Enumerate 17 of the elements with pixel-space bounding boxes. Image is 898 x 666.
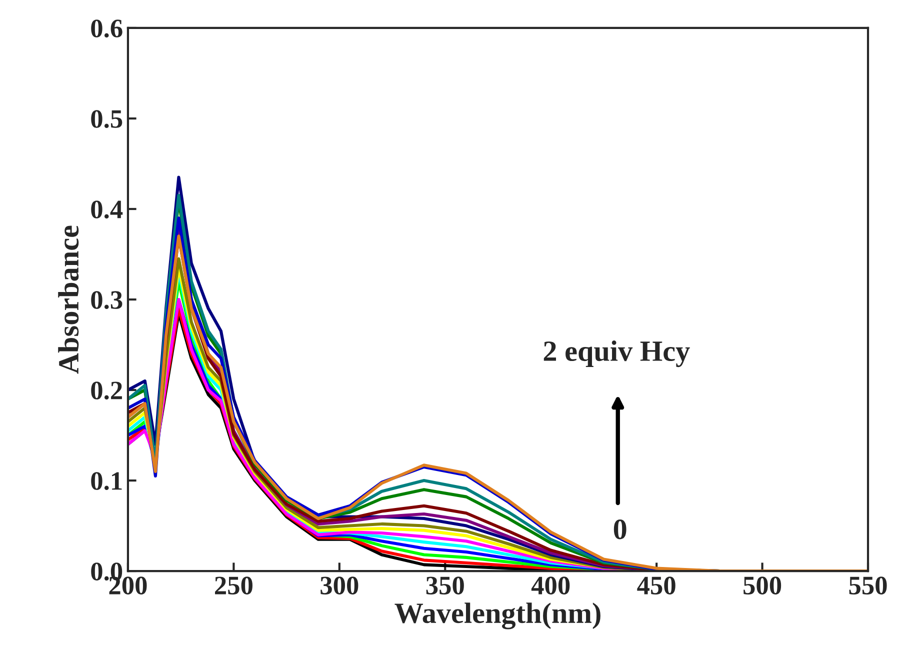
annotation: 0 (614, 520, 626, 540)
x-tick-label: 450 (637, 576, 676, 594)
x-tick-label: 250 (215, 576, 252, 594)
x-tick-label: 350 (426, 576, 464, 594)
x-tick-label: 500 (744, 576, 782, 594)
x-tick-label: 300 (320, 576, 358, 594)
y-tick-label: 0.6 (91, 20, 122, 38)
annotation: 2 equiv Hcy (544, 340, 690, 368)
y-tick-label: 0.5 (91, 110, 122, 128)
x-tick-label: 550 (849, 576, 887, 594)
y-tick-label: 0.1 (91, 472, 122, 490)
y-axis-title: Absorbance (58, 226, 79, 374)
y-tick-label: 0.4 (91, 200, 123, 219)
y-tick-label: 0.2 (91, 382, 122, 400)
y-tick-label: 0.3 (91, 291, 122, 310)
x-tick-label: 400 (531, 576, 570, 594)
x-axis-title: Wavelength(nm) (394, 602, 600, 630)
